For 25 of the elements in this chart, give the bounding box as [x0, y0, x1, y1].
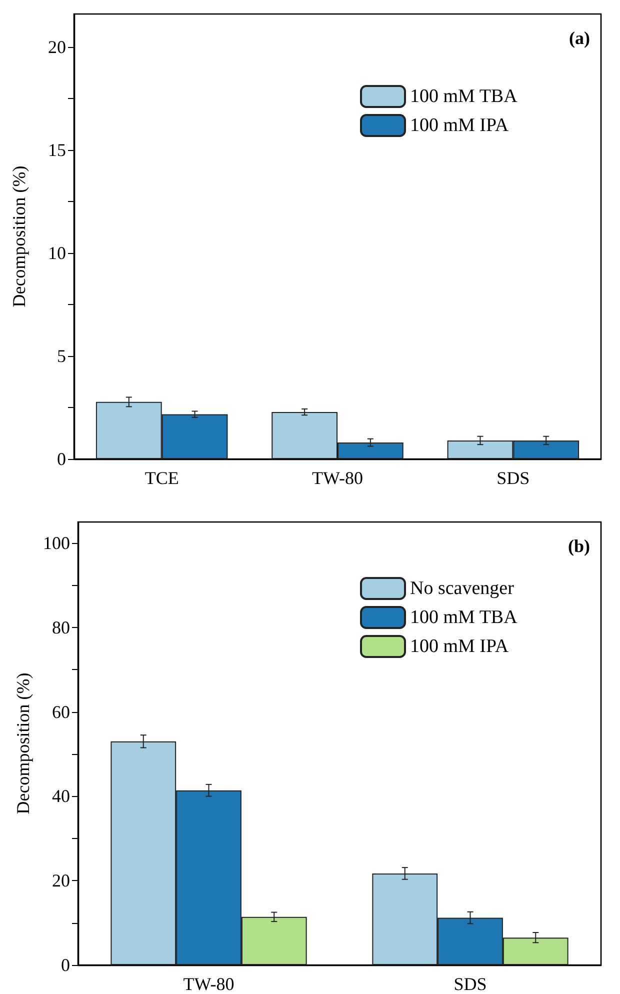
y-tick-label: 10: [48, 242, 66, 263]
y-tick-label: 20: [48, 36, 66, 57]
y-tick-label: 15: [48, 140, 66, 160]
text: (a): [569, 28, 590, 48]
y-tick-label: 20: [52, 870, 70, 891]
y-tick-label: 40: [52, 786, 70, 806]
x-tick-label: TW-80: [312, 468, 363, 488]
y-tick-label: 5: [57, 346, 66, 366]
legend-label: 100 mM TBA: [410, 86, 518, 107]
y-tick-label: 0: [61, 955, 70, 975]
y-axis-title: Decomposition (%): [9, 166, 29, 308]
legend-label: 100 mM TBA: [410, 607, 518, 628]
text: (b): [568, 536, 590, 556]
y-tick-label: 0: [57, 449, 66, 469]
x-tick-label: SDS: [454, 974, 487, 994]
x-tick-label: SDS: [496, 468, 530, 488]
x-tick-label: TCE: [144, 468, 179, 488]
legend-label: 100 mM IPA: [410, 115, 509, 136]
y-tick-label: 100: [43, 533, 70, 554]
y-tick-label: 60: [52, 702, 70, 722]
y-tick-label: 80: [52, 617, 70, 638]
x-tick-label: TW-80: [183, 974, 234, 994]
legend-label: No scavenger: [410, 578, 515, 599]
legend-label: 100 mM IPA: [410, 636, 509, 657]
y-axis-title: Decomposition (%): [13, 672, 33, 814]
